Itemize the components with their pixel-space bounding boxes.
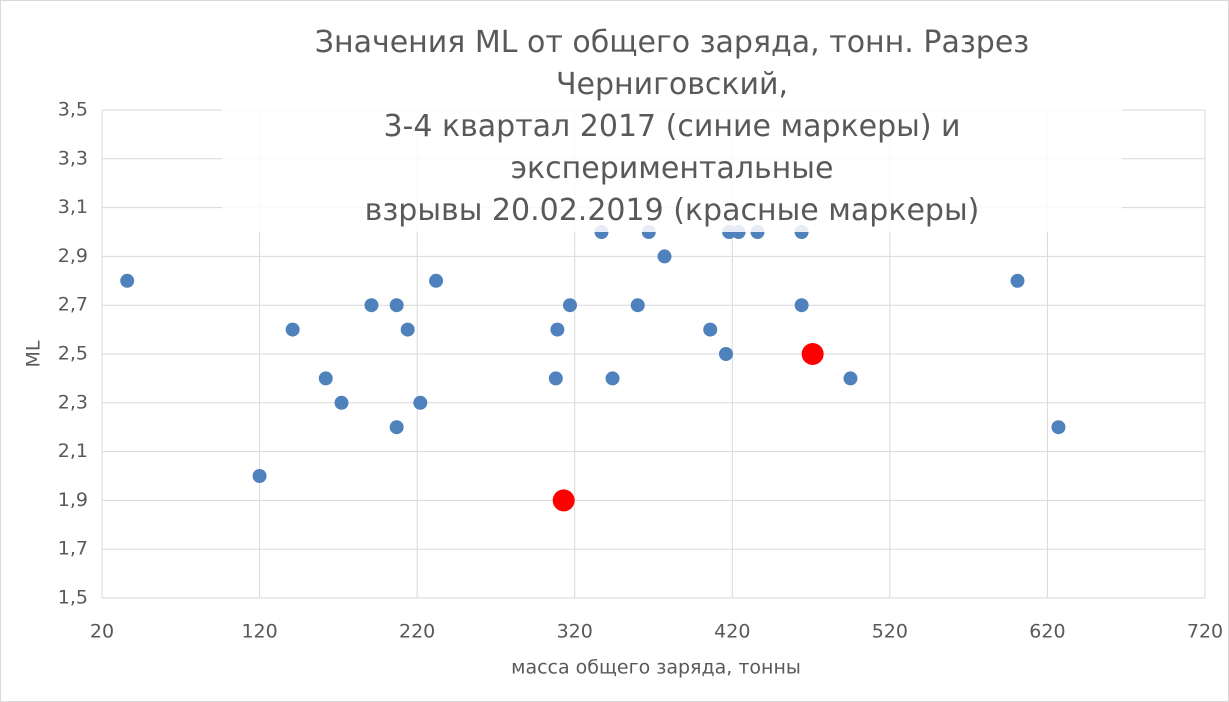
y-tick-label: 1,9 [58, 489, 88, 511]
scatter-point [843, 371, 858, 386]
scatter-point [389, 298, 404, 313]
scatter-point [548, 371, 563, 386]
x-tick-label: 120 [241, 621, 277, 643]
y-tick-label: 2,5 [58, 343, 88, 365]
scatter-point [703, 322, 718, 337]
scatter-point [1051, 420, 1066, 435]
y-axis-label: ML [23, 340, 45, 367]
chart-title: Значения ML от общего заряда, тонн. Разр… [222, 22, 1122, 232]
scatter-point [605, 371, 620, 386]
y-tick-label: 3,1 [58, 196, 88, 218]
scatter-point [562, 298, 577, 313]
scatter-point [252, 469, 267, 483]
scatter-point [334, 395, 349, 410]
scatter-point [120, 273, 135, 288]
x-tick-label: 220 [399, 621, 435, 643]
scatter-point [550, 322, 565, 337]
y-tick-label: 3,5 [58, 99, 88, 121]
scatter-point [794, 298, 809, 313]
y-tick-label: 1,5 [58, 587, 88, 609]
scatter-point [718, 347, 733, 361]
y-tick-label: 2,1 [58, 440, 88, 462]
scatter-point [630, 298, 645, 313]
scatter-point [364, 298, 379, 313]
x-tick-label: 720 [1187, 621, 1223, 643]
scatter-point [657, 249, 672, 264]
scatter-point [1010, 273, 1025, 288]
y-tick-label: 2,7 [58, 294, 88, 316]
y-tick-label: 3,3 [58, 147, 88, 169]
x-tick-label: 420 [714, 621, 750, 643]
x-tick-label: 320 [557, 621, 593, 643]
scatter-point [389, 420, 404, 435]
x-tick-label: 620 [1029, 621, 1065, 643]
scatter-point [285, 322, 300, 337]
scatter-point [801, 343, 824, 365]
scatter-point [552, 489, 575, 512]
scatter-point [400, 322, 415, 337]
scatter-point [429, 273, 444, 288]
y-tick-label: 1,7 [58, 538, 88, 560]
x-tick-label: 20 [90, 621, 114, 643]
scatter-point [318, 371, 333, 386]
y-tick-label: 2,3 [58, 391, 88, 413]
scatter-point [413, 395, 428, 410]
x-axis-label: масса общего заряда, тонны [511, 657, 801, 679]
x-tick-label: 520 [872, 621, 908, 643]
y-tick-label: 2,9 [58, 245, 88, 267]
